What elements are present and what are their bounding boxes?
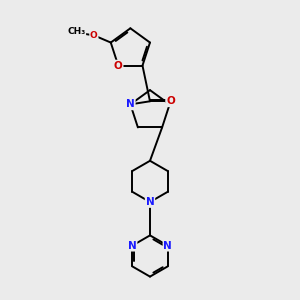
Text: N: N [146, 197, 154, 207]
Text: N: N [126, 99, 135, 110]
Text: N: N [164, 241, 172, 251]
Text: CH₃: CH₃ [68, 27, 86, 36]
Text: O: O [90, 31, 98, 40]
Text: O: O [166, 96, 175, 106]
Text: O: O [114, 61, 123, 70]
Text: N: N [128, 241, 136, 251]
